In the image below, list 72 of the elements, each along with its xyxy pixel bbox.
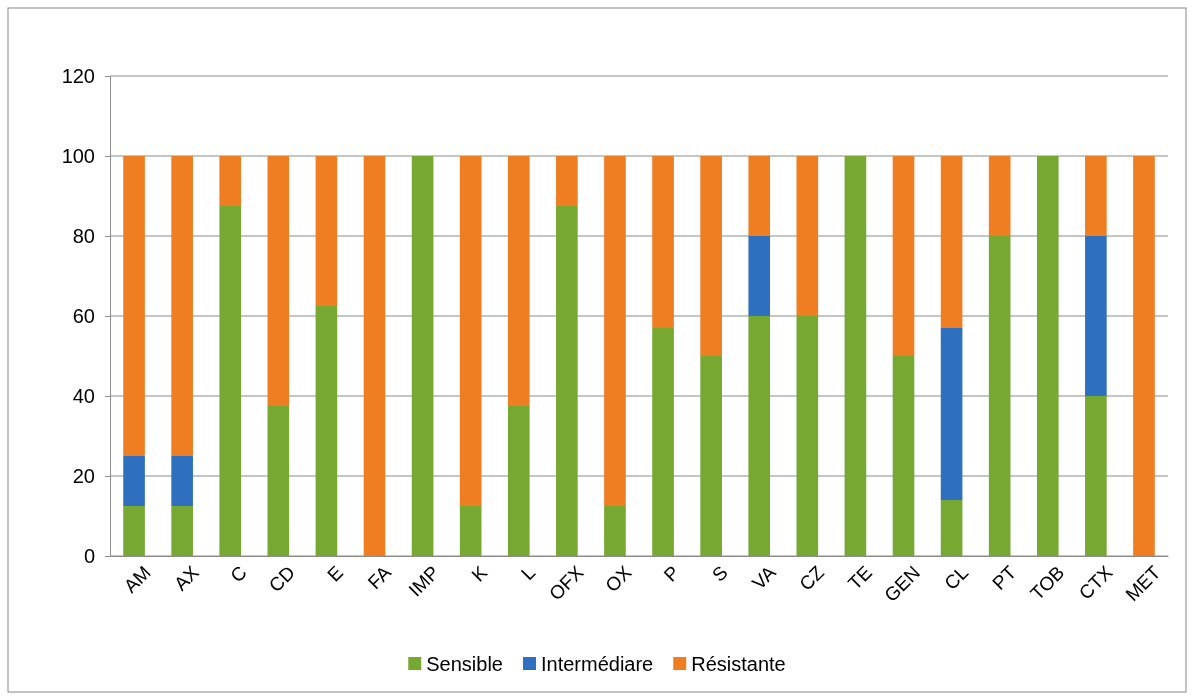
bar — [940, 156, 963, 328]
bar — [507, 406, 530, 556]
y-tick-label: 0 — [83, 544, 95, 567]
bar — [507, 156, 530, 406]
x-tick-label: FA — [363, 561, 396, 594]
bar — [1133, 156, 1155, 556]
bar — [748, 316, 771, 556]
y-tick-label: 20 — [72, 464, 95, 487]
bar — [796, 316, 819, 556]
legend-label: Résistante — [691, 653, 786, 675]
x-tick-label: C — [226, 561, 251, 587]
y-tick-label: 120 — [61, 64, 95, 87]
x-tick-label: P — [659, 561, 684, 586]
bar — [411, 156, 434, 556]
y-tick-label: 60 — [72, 304, 95, 327]
bar — [171, 456, 193, 506]
bar — [459, 156, 482, 506]
y-tick-label: 40 — [72, 384, 95, 407]
bar — [940, 500, 963, 556]
bar — [748, 156, 771, 236]
bar — [1085, 236, 1107, 396]
bar — [988, 236, 1011, 556]
x-tick-label: VA — [748, 561, 781, 594]
bar — [556, 206, 578, 556]
legend-label: Sensible — [426, 653, 503, 675]
x-tick-label: CL — [940, 561, 973, 594]
x-tick-label: TOB — [1026, 561, 1069, 604]
bar — [219, 206, 242, 556]
x-tick-label: TE — [844, 561, 877, 594]
legend-label: Intermédiare — [540, 653, 654, 675]
bar — [652, 328, 674, 556]
bar — [363, 156, 386, 556]
x-tick-label: K — [467, 561, 492, 586]
bar — [796, 156, 819, 316]
bar — [700, 156, 722, 356]
bar — [123, 506, 145, 556]
x-tick-label: AX — [169, 561, 203, 595]
bar — [700, 356, 722, 556]
y-tick-label: 80 — [72, 224, 95, 247]
x-tick-label: CZ — [795, 561, 829, 595]
bar — [556, 156, 578, 206]
bar — [604, 506, 626, 556]
bar — [844, 156, 867, 556]
x-tick-label: E — [323, 561, 348, 586]
bar — [748, 236, 771, 316]
bar — [171, 506, 193, 556]
bar — [604, 156, 626, 506]
bar — [123, 156, 145, 456]
bar — [892, 156, 915, 356]
x-tick-label: S — [707, 561, 732, 586]
bar — [988, 156, 1011, 236]
bar — [267, 406, 290, 556]
bar — [652, 156, 674, 328]
bar — [459, 506, 482, 556]
x-tick-label: PT — [988, 561, 1021, 594]
x-tick-label: IMP — [404, 561, 444, 601]
bar — [892, 356, 915, 556]
x-tick-label: L — [517, 561, 540, 585]
bar — [315, 306, 338, 556]
x-tick-label: AM — [119, 561, 155, 597]
bar — [219, 156, 242, 206]
bar — [123, 456, 145, 506]
bar — [171, 156, 193, 456]
bar — [1085, 156, 1107, 236]
x-tick-label: CD — [264, 561, 299, 597]
x-tick-label: OX — [601, 561, 636, 597]
bar — [315, 156, 338, 306]
bar — [1085, 396, 1107, 556]
bar — [267, 156, 290, 406]
bar — [940, 328, 963, 500]
y-tick-label: 100 — [61, 144, 95, 167]
bar — [1036, 156, 1059, 556]
